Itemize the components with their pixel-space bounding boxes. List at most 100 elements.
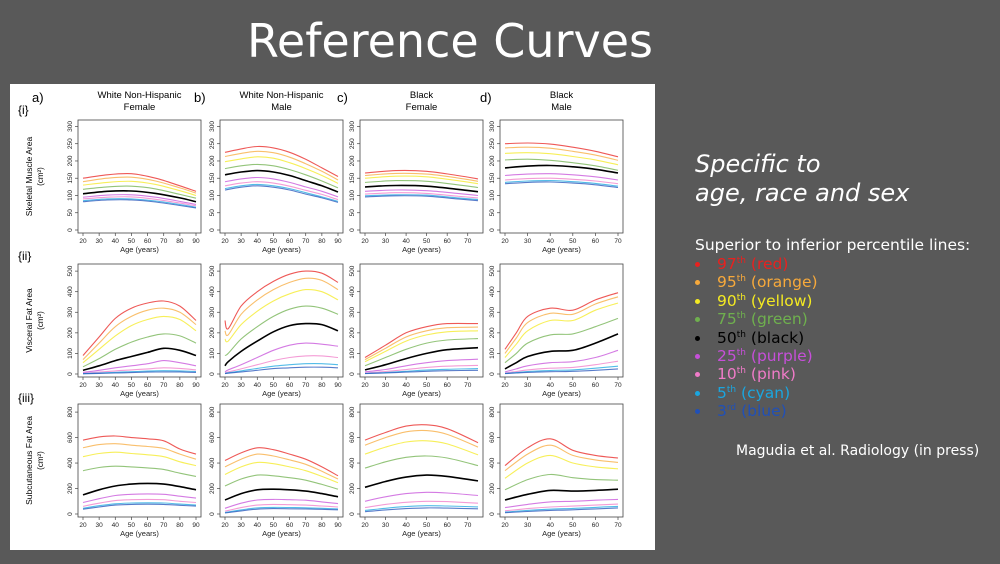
x-tick-label: 20 (79, 522, 87, 529)
x-tick-label: 70 (302, 382, 310, 389)
x-axis-label: Age (years) (402, 529, 441, 538)
x-axis-label: Age (years) (402, 389, 441, 398)
y-axis-label-line2: (cm²) (36, 167, 45, 186)
column-title-line1: White Non-Hispanic (240, 90, 324, 101)
y-tick-label: 200 (209, 483, 216, 494)
percentile-curve-10th (504, 177, 619, 185)
percentile-curve-97th (224, 447, 339, 477)
y-tick-label: 100 (349, 190, 356, 201)
legend-color-label: (cyan) (736, 383, 791, 402)
legend-percentile-suffix: th (736, 256, 746, 266)
y-tick-label: 400 (349, 286, 356, 297)
legend-item-3rd: 3rd (blue) (695, 402, 818, 420)
percentile-curve-50th (82, 482, 197, 496)
panel-frame (499, 263, 624, 378)
x-tick-label: 40 (547, 238, 555, 245)
y-tick-label: 0 (209, 512, 216, 516)
x-tick-label: 20 (361, 382, 369, 389)
percentile-curve-3rd (82, 199, 197, 209)
y-tick-label: 800 (349, 406, 356, 417)
x-tick-label: 70 (614, 522, 622, 529)
percentile-curve-25th (224, 498, 339, 509)
y-tick-label: 200 (67, 155, 74, 166)
y-tick-label: 500 (349, 265, 356, 276)
x-tick-label: 50 (423, 382, 431, 389)
percentile-curve-97th (224, 145, 339, 177)
y-tick-label: 300 (209, 121, 216, 132)
y-tick-label: 0 (489, 372, 496, 376)
y-tick-label: 150 (209, 172, 216, 183)
percentile-curve-75th (504, 158, 619, 171)
x-tick-label: 60 (444, 238, 452, 245)
percentile-curve-3rd (224, 185, 339, 203)
percentile-curve-95th (504, 146, 619, 161)
y-tick-label: 250 (489, 138, 496, 149)
percentile-curve-75th (224, 305, 339, 356)
legend-percentile-suffix: th (726, 384, 737, 395)
percentile-curve-95th (504, 296, 619, 354)
percentile-curve-75th (82, 185, 197, 199)
y-tick-label: 0 (67, 512, 74, 516)
percentile-curve-10th (82, 367, 197, 374)
panel-frame (77, 403, 202, 518)
x-tick-label: 90 (192, 522, 200, 529)
y-tick-label: 0 (209, 228, 216, 232)
y-tick-label: 400 (209, 286, 216, 297)
x-tick-label: 30 (524, 238, 532, 245)
percentile-curve-50th (224, 488, 339, 501)
y-tick-label: 150 (67, 172, 74, 183)
percentile-curve-3rd (224, 508, 339, 514)
column-title-line2: Female (124, 102, 156, 113)
x-tick-label: 90 (334, 238, 342, 245)
column-title-line2: Male (271, 102, 292, 113)
x-tick-label: 70 (160, 382, 168, 389)
x-tick-label: 40 (112, 522, 120, 529)
percentile-curve-90th (364, 440, 479, 456)
percentile-curve-25th (82, 493, 197, 504)
y-axis-label-line1: Visceral Fat Area (24, 288, 34, 353)
x-tick-label: 80 (176, 522, 184, 529)
percentile-curve-50th (224, 322, 339, 367)
percentile-curve-90th (82, 180, 197, 197)
percentile-curve-10th (82, 498, 197, 507)
y-tick-label: 0 (67, 228, 74, 232)
percentile-curve-97th (82, 435, 197, 455)
percentile-curve-5th (82, 198, 197, 208)
y-tick-label: 400 (489, 457, 496, 468)
column-title-line1: Black (550, 90, 573, 101)
percentile-curve-90th (224, 288, 339, 343)
legend-color-label: (pink) (745, 365, 796, 384)
x-tick-label: 90 (334, 382, 342, 389)
percentile-curve-75th (504, 473, 619, 491)
y-tick-label: 250 (209, 138, 216, 149)
x-tick-label: 50 (270, 522, 278, 529)
y-tick-label: 100 (349, 348, 356, 359)
x-tick-label: 80 (176, 382, 184, 389)
bullet-icon (695, 372, 700, 378)
bullet-icon (695, 317, 700, 323)
percentile-curve-95th (82, 176, 197, 194)
percentile-curve-97th (364, 169, 479, 180)
legend-percentile-suffix: th (736, 311, 746, 322)
percentile-curve-95th (224, 277, 339, 337)
y-tick-label: 300 (349, 306, 356, 317)
x-tick-label: 70 (302, 238, 310, 245)
legend-item-75th: 75th (green) (695, 310, 818, 328)
y-tick-label: 200 (209, 327, 216, 338)
x-tick-label: 30 (96, 238, 104, 245)
percentile-curve-5th (364, 505, 479, 511)
x-axis-label: Age (years) (542, 245, 581, 254)
x-tick-label: 60 (444, 382, 452, 389)
y-tick-label: 200 (67, 327, 74, 338)
x-tick-label: 40 (547, 382, 555, 389)
legend-color-label: (red) (745, 255, 789, 273)
y-tick-label: 200 (209, 155, 216, 166)
percentile-curve-25th (504, 349, 619, 373)
x-tick-label: 20 (361, 238, 369, 245)
percentile-curve-3rd (504, 368, 619, 375)
percentile-curve-90th (364, 175, 479, 185)
percentile-curve-95th (364, 326, 479, 361)
legend-item-25th: 25th (purple) (695, 347, 818, 365)
y-tick-label: 500 (67, 265, 74, 276)
percentile-curve-75th (364, 455, 479, 469)
